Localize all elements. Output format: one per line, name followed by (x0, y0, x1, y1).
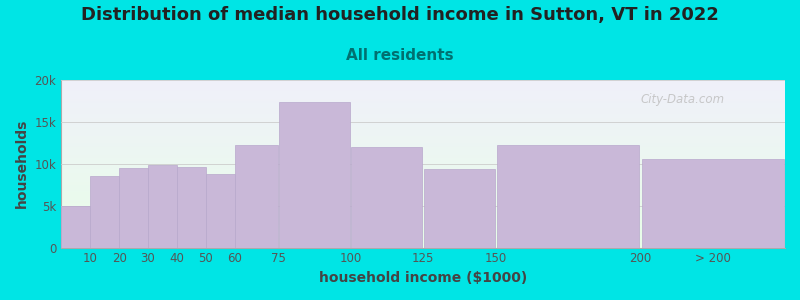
Bar (178, 167, 206, 248)
Bar (62, 206, 90, 247)
Bar (424, 169, 494, 248)
Bar (90, 176, 118, 247)
Y-axis label: households: households (15, 119, 29, 208)
Text: Distribution of median household income in Sutton, VT in 2022: Distribution of median household income … (81, 6, 719, 24)
X-axis label: household income ($1000): household income ($1000) (319, 271, 527, 285)
Bar (351, 147, 422, 248)
Bar (279, 102, 350, 248)
Bar (119, 168, 148, 248)
Bar (497, 145, 638, 248)
Text: All residents: All residents (346, 48, 454, 63)
Bar (235, 145, 278, 248)
Bar (206, 174, 234, 248)
Bar (148, 166, 177, 248)
Bar (642, 159, 783, 248)
Text: City-Data.com: City-Data.com (640, 93, 724, 106)
